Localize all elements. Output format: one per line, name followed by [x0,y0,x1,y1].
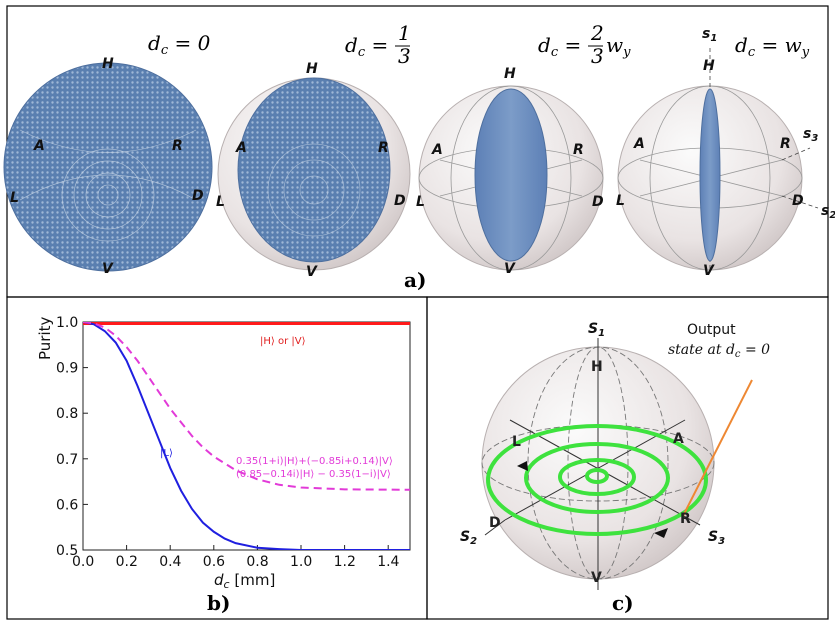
stokes-s3: S3 [708,529,725,547]
x-tick-label: 0.2 [116,554,138,570]
pole-l: L [10,190,19,206]
title-dc23wy: dc = 2 3 wy [538,21,631,68]
pole-l: L [416,194,425,210]
y-tick-label: 0.6 [56,497,78,513]
pole-v: V [102,261,114,277]
pole-r: R [172,138,183,154]
stokes-s1: S1 [588,321,605,339]
pole-l: L [616,193,625,209]
pole-h: H [504,66,516,82]
y-axis-label: Purity [36,316,54,360]
pole-h: H [703,58,715,74]
stokes-s2: S2 [460,529,477,547]
panel-a: dc = 0 dc = 1 3 dc = 2 3 wy dc = wy H V … [3,21,835,292]
output-state-label: state at dc = 0 [668,342,770,360]
panel-c-border [426,296,829,620]
x-tick-label: 0.6 [203,554,225,570]
svg-text:dc =: dc = [538,33,581,60]
pole-d: D [592,194,604,210]
x-tick-label: 0.0 [72,554,94,570]
pole-a: A [673,431,684,447]
x-tick-label: 0.8 [246,554,268,570]
x-tick-label: 0.4 [159,554,181,570]
pole-l: L [512,434,521,450]
arrow-icon [654,528,668,538]
x-tick-label: 1.2 [334,554,356,570]
pole-a: A [235,140,247,156]
series-line-1 [83,322,410,550]
svg-text:1: 1 [398,21,411,45]
pole-r: R [680,511,691,527]
title-dcwy: dc = wy [735,33,810,60]
pole-a: A [633,136,645,152]
pole-a: A [33,138,45,154]
plot-series [83,322,410,550]
svg-text:dc =: dc = [345,33,388,60]
y-tick-label: 0.8 [56,406,78,422]
y-tick-label: 1.0 [56,315,78,331]
plot-frame [82,321,411,551]
pole-a: A [431,142,443,158]
label-m1: 0.35(1+i)|H⟩+(−0.85i+0.14)|V⟩ [236,456,393,467]
sphere-1: H V A R L D [3,56,213,277]
pole-v: V [306,264,318,280]
output-label: Output [687,322,736,338]
sphere-2: H V A R L D [216,61,411,280]
pole-r: R [573,142,584,158]
svg-text:2: 2 [590,21,604,45]
title-dc13: dc = 1 3 [345,21,411,68]
stokes-s1: s1 [702,26,717,44]
pole-d: D [192,188,204,204]
pole-h: H [102,56,114,72]
y-tick-label: 0.7 [56,452,78,468]
pole-d: D [394,193,406,209]
axis-ticks: 0.0 0.2 0.4 0.6 0.8 1.0 1.2 1.4 0.5 0.6 0.7 0.8 0.9 1… [56,315,400,570]
panel-b: 0.0 0.2 0.4 0.6 0.8 1.0 1.2 1.4 0.5 0.6 0.7 0.8 0.9 1… [36,315,411,615]
pole-v: V [591,570,602,586]
y-tick-label: 0.5 [56,543,78,559]
caption-a: a) [404,268,426,292]
pole-d: D [792,193,804,209]
state-spiral [486,424,708,536]
pole-r: R [378,140,389,156]
x-tick-label: 1.4 [377,554,399,570]
caption-b: b) [207,591,230,615]
pole-v: V [703,263,715,279]
pole-d: D [489,515,501,531]
y-tick-label: 0.9 [56,361,78,377]
sphere-3: H V A R L D [416,66,604,277]
pole-v: V [504,261,516,277]
x-tick-label: 1.0 [290,554,312,570]
arrow-icon [517,461,528,471]
label-l: |L⟩ [160,448,173,459]
series-line-2 [83,322,410,491]
x-axis-label: dc [mm] [214,571,275,591]
caption-c: c) [612,591,634,615]
panel-c: H V A R L D S1 S2 S3 Output state at dc … [460,321,770,615]
pole-h: H [306,61,318,77]
stokes-s2: s2 [821,203,835,221]
label-m2: (0.85−0.14i)|H⟩ − 0.35(1−i)|V⟩ [236,469,391,480]
label-hv: |H⟩ or |V⟩ [260,336,306,347]
pole-r: R [780,136,791,152]
stokes-s3: s3 [803,126,818,144]
title-dc0: dc = 0 [148,31,211,58]
svg-text:3: 3 [398,44,411,68]
pole-l: L [216,194,225,210]
sphere-4: H V A R L D s1 s3 s2 [616,26,835,279]
output-pointer [682,379,753,517]
svg-text:3: 3 [591,44,604,68]
pole-h: H [591,359,603,375]
svg-text:wy: wy [606,33,631,60]
